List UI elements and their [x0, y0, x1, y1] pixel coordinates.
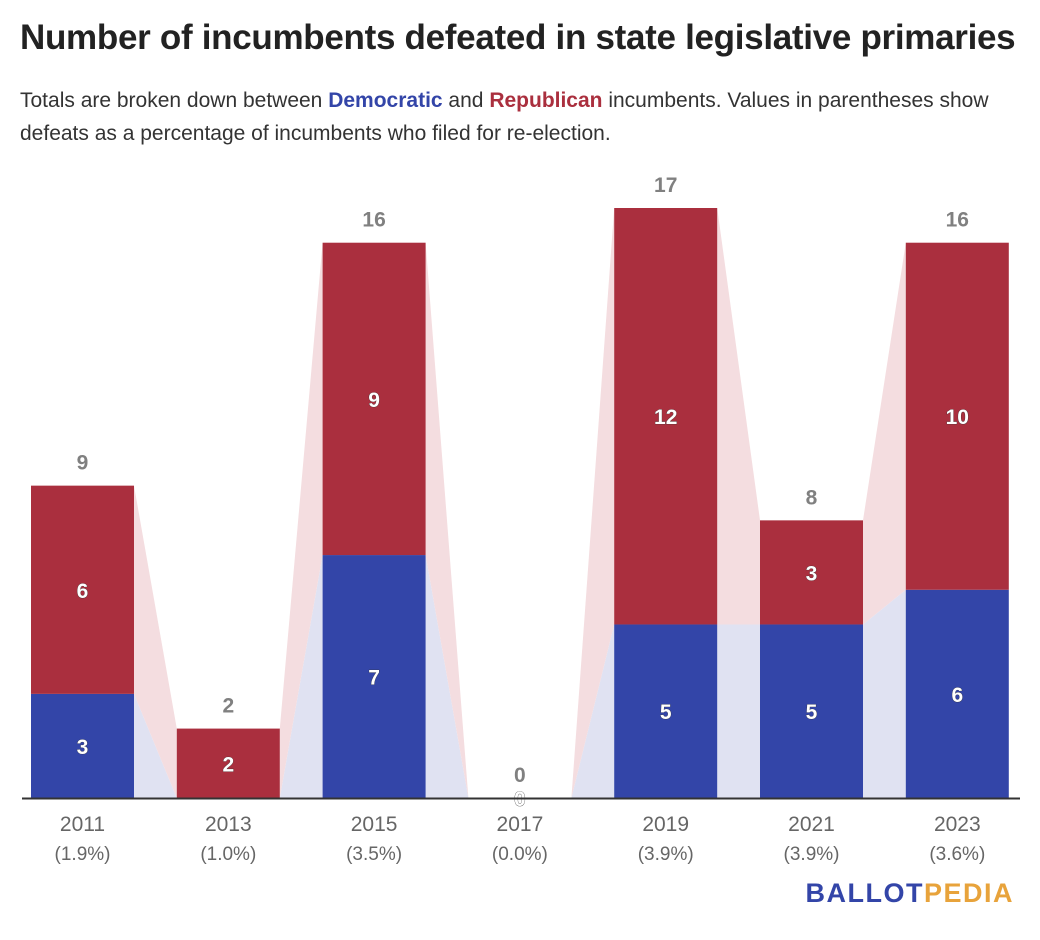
- bar-republican-2021: [760, 520, 863, 625]
- data-label-democratic-2023: 6: [951, 684, 963, 707]
- connector-band-republican-2013: [279, 242, 323, 799]
- connector-band-republican-2011: [134, 485, 177, 798]
- connector-band-republican-2017: [571, 208, 615, 798]
- connector-band-democratic-2011: [134, 693, 177, 798]
- connector-band-republican-2019: [717, 208, 760, 625]
- data-label-republican-2015: 9: [368, 389, 380, 412]
- subtitle-text-pre: Totals are broken down between: [20, 89, 329, 112]
- bar-republican-2013: [176, 728, 280, 798]
- connector-band-democratic-2019: [717, 624, 760, 798]
- connector-band-democratic-2013: [279, 555, 323, 798]
- x-tick-sublabel-2013: (1.0%): [200, 844, 256, 865]
- x-tick-sublabel-2021: (3.9%): [784, 844, 840, 865]
- x-tick-sublabel-2019: (3.9%): [638, 844, 694, 865]
- chart-title: Number of incumbents defeated in state l…: [20, 18, 1016, 57]
- bar-democratic-2021: [760, 624, 863, 798]
- bar-democratic-2023: [905, 589, 1009, 798]
- bar-republican-2019: [614, 208, 718, 625]
- total-label-2017: 0: [514, 764, 526, 787]
- bar-republican-2015: [322, 242, 426, 556]
- data-label-democratic-2011: 3: [77, 736, 89, 759]
- stacked-bar-chart: 3 6 9 2011 (1.9%) 2 2 2013 (1.0%) 7 9 16 2015 (3.5%) 0…: [22, 174, 1020, 865]
- x-tick-label-2023: 2023: [934, 813, 981, 836]
- chart-subtitle: Totals are broken down between Democrati…: [20, 84, 1020, 150]
- connector-band-democratic-2021: [863, 589, 906, 798]
- data-label-democratic-2021: 5: [806, 701, 818, 724]
- total-label-2023: 16: [946, 209, 969, 232]
- data-label-democratic-2015: 7: [368, 667, 380, 690]
- ballotpedia-logo: BALLOTPEDIA: [805, 878, 1014, 909]
- x-tick-label-2021: 2021: [788, 813, 835, 836]
- total-label-2019: 17: [654, 174, 677, 197]
- subtitle-text-mid: and: [442, 89, 490, 112]
- x-tick-sublabel-2017: (0.0%): [492, 844, 548, 865]
- x-tick-label-2011: 2011: [60, 813, 105, 836]
- data-label-republican-2013: 2: [222, 753, 234, 776]
- total-label-2011: 9: [77, 452, 89, 475]
- total-label-2013: 2: [222, 695, 234, 718]
- bar-democratic-2019: [614, 624, 718, 798]
- data-label-republican-2011: 6: [77, 580, 89, 603]
- connector-band-republican-2021: [863, 242, 906, 625]
- bar-democratic-2011: [31, 693, 134, 798]
- total-label-2021: 8: [806, 486, 818, 509]
- total-label-2015: 16: [362, 209, 385, 232]
- data-label-republican-2019: 12: [654, 406, 677, 429]
- data-label-democratic-2019: 5: [660, 701, 672, 724]
- x-tick-sublabel-2015: (3.5%): [346, 844, 402, 865]
- x-tick-label-2013: 2013: [205, 813, 252, 836]
- connector-band-republican-2015: [425, 242, 469, 799]
- x-tick-sublabel-2023: (3.6%): [929, 844, 985, 865]
- data-label-republican-2023: 10: [946, 406, 969, 429]
- x-tick-label-2019: 2019: [642, 813, 689, 836]
- logo-part-ballot: BALLOT: [805, 878, 924, 908]
- bar-republican-2011: [31, 485, 134, 694]
- subtitle-republican-label: Republican: [489, 89, 603, 112]
- subtitle-democratic-label: Democratic: [328, 89, 443, 112]
- subtitle-text-post: incumbents. Values in parentheses show d…: [20, 89, 989, 145]
- bar-democratic-2015: [322, 555, 426, 798]
- data-label-republican-2021: 3: [806, 562, 818, 585]
- logo-part-pedia: PEDIA: [923, 878, 1014, 908]
- connector-band-democratic-2017: [571, 624, 615, 798]
- x-tick-sublabel-2011: (1.9%): [55, 844, 111, 865]
- bar-republican-2023: [905, 242, 1009, 590]
- x-tick-label-2017: 2017: [497, 813, 544, 836]
- x-tick-label-2015: 2015: [351, 813, 398, 836]
